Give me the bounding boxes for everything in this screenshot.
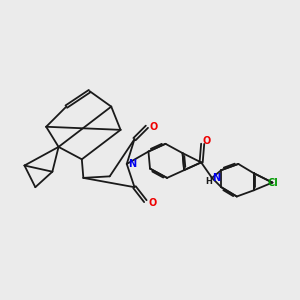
Text: N: N	[128, 159, 136, 169]
Text: O: O	[150, 122, 158, 132]
Text: O: O	[148, 198, 156, 208]
Text: O: O	[202, 136, 211, 146]
Text: Cl: Cl	[267, 178, 278, 188]
Text: H: H	[205, 177, 212, 186]
Text: N: N	[212, 173, 220, 183]
